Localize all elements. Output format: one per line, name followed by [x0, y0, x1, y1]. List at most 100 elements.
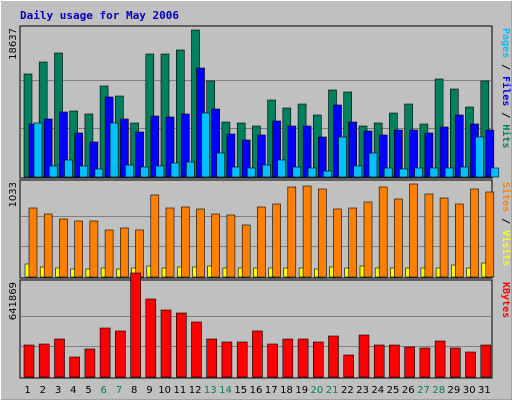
x-tick-label-31: 31 — [478, 385, 491, 396]
bar-sites-3 — [59, 218, 68, 278]
x-tick-label-14: 14 — [219, 385, 232, 396]
bar-sites-16 — [257, 206, 266, 278]
bar-pages-26 — [414, 167, 423, 178]
x-tick-label-1: 1 — [24, 385, 30, 396]
bar-sites-25 — [394, 198, 403, 278]
bar-files-4 — [74, 132, 83, 178]
bar-kbytes-16 — [252, 330, 263, 378]
bar-files-29 — [454, 114, 464, 178]
legend-item-traffic-0: Pages — [500, 28, 511, 58]
bar-sites-31 — [485, 191, 495, 278]
bar-pages-4 — [79, 165, 88, 178]
x-tick-label-16: 16 — [250, 385, 263, 396]
bar-pages-11 — [186, 161, 195, 178]
bar-kbytes-9 — [145, 298, 157, 378]
bar-files-13 — [211, 108, 220, 178]
bar-sites-26 — [409, 183, 418, 278]
bar-pages-27 — [429, 167, 439, 178]
panel-visits: 1033 Sites / Visits — [8, 179, 512, 279]
bar-files-26 — [409, 129, 418, 178]
bar-pages-9 — [155, 165, 165, 178]
bar-kbytes-7 — [115, 330, 126, 378]
x-tick-label-2: 2 — [40, 385, 46, 396]
bar-kbytes-27 — [419, 347, 431, 378]
bar-pages-2 — [48, 165, 58, 178]
chart-title: Daily usage for May 2006 — [20, 9, 179, 22]
bar-pages-13 — [216, 152, 225, 178]
bar-kbytes-19 — [297, 338, 309, 378]
bar-pages-23 — [368, 152, 378, 178]
bar-sites-20 — [317, 188, 327, 278]
bar-pages-22 — [353, 165, 363, 178]
x-tick-label-21: 21 — [326, 385, 339, 396]
y-max-label-traffic: 18637 — [8, 28, 19, 60]
bar-pages-21 — [338, 136, 347, 178]
x-tick-label-29: 29 — [448, 385, 461, 396]
bar-kbytes-29 — [449, 347, 461, 378]
x-tick-label-8: 8 — [131, 385, 137, 396]
bar-hits-10 — [160, 53, 170, 178]
bar-files-15 — [241, 139, 251, 178]
bar-sites-7 — [120, 227, 129, 278]
bar-sites-8 — [135, 229, 144, 278]
bar-kbytes-24 — [373, 344, 385, 378]
x-tick-label-26: 26 — [402, 385, 415, 396]
bar-files-19 — [302, 125, 312, 178]
x-tick-label-9: 9 — [146, 385, 152, 396]
bar-pages-30 — [475, 136, 484, 178]
bar-sites-19 — [302, 185, 312, 278]
bar-pages-16 — [262, 164, 271, 178]
bar-files-11 — [181, 113, 190, 178]
bar-kbytes-3 — [54, 338, 65, 378]
x-tick-label-20: 20 — [311, 385, 324, 396]
bar-kbytes-18 — [282, 338, 294, 378]
x-tick-label-11: 11 — [174, 385, 187, 396]
bar-hits-11 — [176, 49, 185, 178]
bar-kbytes-5 — [84, 348, 96, 378]
bar-kbytes-21 — [328, 335, 339, 378]
bar-kbytes-22 — [343, 354, 355, 378]
x-tick-label-28: 28 — [432, 385, 445, 396]
bar-files-3 — [59, 111, 68, 178]
bar-kbytes-8 — [130, 272, 141, 378]
bar-sites-10 — [165, 207, 175, 278]
bar-kbytes-17 — [267, 343, 278, 378]
legend-kbytes: KBytes — [500, 282, 511, 318]
bar-pages-1 — [33, 122, 43, 178]
x-tick-label-17: 17 — [265, 385, 278, 396]
bar-kbytes-1 — [23, 344, 35, 378]
bar-pages-3 — [64, 159, 73, 178]
bar-kbytes-20 — [312, 341, 324, 378]
bar-sites-15 — [241, 224, 251, 278]
panel-traffic: 18637 Pages / Files / Hits — [8, 25, 512, 179]
bar-kbytes-31 — [480, 344, 492, 378]
bar-kbytes-23 — [358, 334, 370, 378]
bar-sites-28 — [439, 197, 449, 278]
x-tick-label-18: 18 — [280, 385, 293, 396]
bar-kbytes-26 — [404, 346, 415, 378]
bar-pages-19 — [307, 167, 317, 178]
bar-files-17 — [272, 120, 281, 178]
x-tick-label-23: 23 — [356, 385, 369, 396]
legend-item-traffic-3: / — [500, 106, 511, 124]
legend-traffic: Pages / Files / Hits — [500, 28, 512, 148]
x-tick-label-30: 30 — [463, 385, 476, 396]
bar-pages-31 — [490, 167, 500, 178]
bar-hits-9 — [145, 53, 155, 178]
bar-files-28 — [439, 126, 449, 178]
bar-files-25 — [394, 129, 403, 178]
bar-files-18 — [287, 125, 297, 178]
bar-sites-4 — [74, 220, 83, 278]
bar-pages-24 — [383, 167, 393, 178]
legend-item-visits-1: / — [500, 212, 511, 230]
bar-files-20 — [317, 136, 327, 178]
legend-item-traffic-2: Files — [500, 76, 512, 106]
x-tick-label-22: 22 — [341, 385, 354, 396]
bar-sites-23 — [363, 201, 373, 278]
bar-sites-30 — [470, 188, 479, 278]
bar-sites-14 — [226, 214, 236, 278]
legend-item-traffic-1: / — [500, 58, 511, 76]
bar-pages-29 — [459, 166, 469, 178]
bar-sites-2 — [43, 213, 53, 278]
bar-files-14 — [226, 133, 236, 178]
